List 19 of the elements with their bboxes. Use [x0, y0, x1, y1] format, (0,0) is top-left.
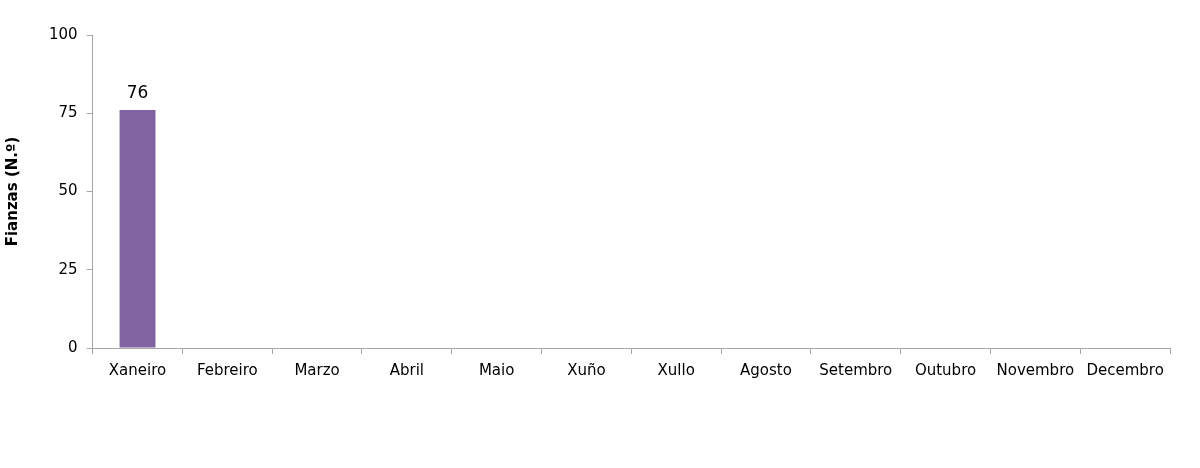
y-tick-label: 25 — [58, 259, 78, 278]
y-tick-label: 0 — [68, 337, 78, 356]
y-tick-label: 100 — [48, 24, 78, 43]
x-tick-label: Xullo — [657, 360, 695, 379]
x-tick-label: Abril — [389, 360, 425, 379]
x-tick-label: Outubro — [914, 360, 977, 379]
y-axis-title: Fianzas (N.º) — [2, 136, 21, 247]
x-tick-label: Novembro — [996, 360, 1075, 379]
x-tick-label: Febreiro — [196, 360, 258, 379]
x-tick-label: Xaneiro — [108, 360, 167, 379]
x-tick-label: Maio — [478, 360, 515, 379]
x-tick-label: Setembro — [819, 360, 893, 379]
x-tick-label: Marzo — [294, 360, 340, 379]
x-tick-label: Xuño — [567, 360, 606, 379]
data-label: 76 — [126, 82, 149, 103]
y-tick-label: 75 — [58, 103, 78, 122]
x-tick-label: Decembro — [1086, 360, 1164, 379]
x-tick-label: Agosto — [740, 360, 792, 379]
y-tick-label: 50 — [58, 181, 78, 200]
